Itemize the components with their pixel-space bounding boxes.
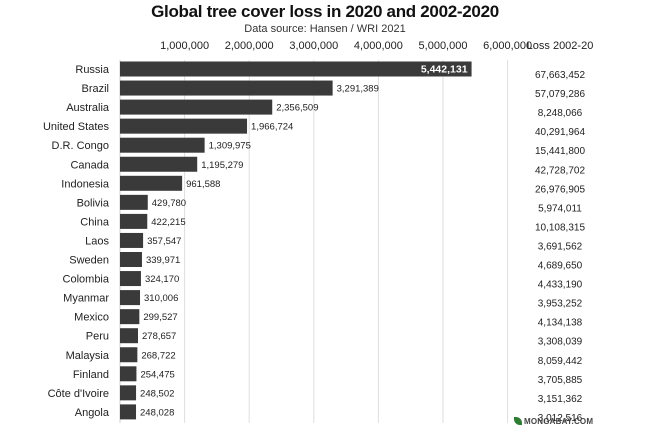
bar: [120, 385, 137, 401]
loss-value: 3,151,362: [538, 394, 583, 405]
category-label: Laos: [85, 235, 109, 247]
category-label: Canada: [70, 159, 109, 171]
x-tick-label: 5,000,000: [419, 40, 468, 52]
bar: [120, 156, 198, 172]
loss-column: 67,663,452 57,079,286 8,248,066 40,291,964 1…: [535, 70, 585, 424]
value-label: 357,547: [147, 236, 181, 247]
loss-value: 4,433,190: [538, 280, 583, 291]
bar: [120, 252, 142, 267]
loss-value: 5,974,011: [538, 203, 582, 214]
category-label: Côte d'Ivoire: [48, 388, 109, 400]
value-label: 248,028: [140, 407, 174, 418]
category-label: Brazil: [81, 83, 109, 95]
value-label: 299,527: [143, 312, 177, 323]
category-label: Myanmar: [63, 293, 109, 305]
loss-value: 67,663,452: [535, 70, 585, 81]
loss-value: 15,441,800: [535, 146, 585, 157]
value-label: 2,356,509: [276, 103, 318, 114]
loss-value: 3,953,252: [538, 299, 583, 310]
bar: [120, 232, 144, 248]
bar: [120, 175, 183, 191]
x-tick-label: 3,000,000: [289, 40, 338, 52]
bar: [120, 290, 141, 306]
category-labels: Russia Brazil Australia United States D.R. C…: [43, 64, 110, 419]
category-label: Peru: [86, 331, 109, 343]
bar: [120, 194, 148, 210]
bar: [120, 366, 137, 382]
bar: [120, 118, 248, 134]
loss-value: 3,308,039: [538, 337, 583, 348]
bar: [120, 61, 472, 77]
category-label: Finland: [73, 369, 109, 381]
bar: [120, 213, 148, 229]
loss-value: 40,291,964: [535, 127, 585, 138]
value-label: 339,971: [146, 255, 180, 266]
bars: [120, 61, 472, 420]
category-label: Sweden: [69, 255, 109, 267]
value-label: 5,442,131: [421, 64, 468, 76]
value-label: 422,215: [151, 217, 185, 228]
x-axis-ticks: 1,000,000 2,000,000 3,000,000 4,000,000 5,00…: [160, 40, 532, 52]
category-label: Angola: [75, 407, 110, 419]
loss-column-header: Loss 2002-20: [527, 40, 594, 52]
value-label: 429,780: [152, 198, 186, 209]
brand-text: MONGABAY.COM: [524, 417, 594, 426]
loss-value: 4,134,138: [538, 318, 583, 329]
loss-value: 3,691,562: [538, 241, 583, 252]
category-label: United States: [43, 121, 110, 133]
value-label: 961,588: [186, 179, 220, 190]
category-label: Bolivia: [77, 197, 110, 209]
loss-value: 57,079,286: [535, 89, 585, 100]
bar: [120, 137, 205, 153]
value-label: 1,966,724: [251, 122, 293, 133]
bar: [120, 271, 141, 287]
bar: [120, 309, 140, 325]
chart-subtitle: Data source: Hansen / WRI 2021: [244, 23, 406, 35]
brand-mark: MONGABAY.COM: [514, 417, 593, 426]
value-labels: 5,442,131 3,291,389 2,356,509 1,966,7241,30…: [140, 64, 468, 419]
value-label: 1,195,279: [201, 160, 243, 171]
loss-value: 3,012,516: [538, 413, 583, 424]
value-label: 278,657: [142, 331, 176, 342]
value-label: 254,475: [140, 369, 174, 380]
loss-value: 8,059,442: [538, 356, 583, 367]
chart-title: Global tree cover loss in 2020 and 2002-…: [151, 2, 499, 21]
loss-value: 10,108,315: [535, 222, 585, 233]
category-label: Australia: [66, 102, 110, 114]
bar: [120, 404, 137, 420]
bar: [120, 99, 273, 115]
value-label: 268,722: [141, 350, 175, 361]
x-tick-label: 2,000,000: [225, 40, 274, 52]
loss-value: 3,705,885: [538, 375, 583, 386]
category-label: D.R. Congo: [52, 140, 109, 152]
loss-value: 26,976,905: [535, 184, 585, 195]
value-label: 248,502: [140, 388, 174, 399]
value-label: 3,291,389: [337, 84, 379, 95]
x-tick-label: 1,000,000: [160, 40, 209, 52]
value-label: 324,170: [145, 274, 179, 285]
x-tick-label: 4,000,000: [354, 40, 403, 52]
mongabay-leaf-icon: [514, 417, 522, 425]
loss-value: 42,728,702: [535, 165, 585, 176]
value-label: 1,309,975: [209, 141, 251, 152]
bar: [120, 347, 138, 363]
loss-value: 4,689,650: [538, 261, 583, 272]
bar: [120, 80, 333, 96]
category-label: Colombia: [63, 274, 110, 286]
category-label: Russia: [75, 64, 110, 76]
bar: [120, 328, 139, 344]
category-label: Indonesia: [61, 178, 110, 190]
category-label: Mexico: [74, 312, 109, 324]
category-label: China: [80, 216, 110, 228]
value-label: 310,006: [144, 293, 178, 304]
category-label: Malaysia: [66, 350, 110, 362]
loss-value: 8,248,066: [538, 108, 583, 119]
x-tick-label: 6,000,000: [483, 40, 532, 52]
